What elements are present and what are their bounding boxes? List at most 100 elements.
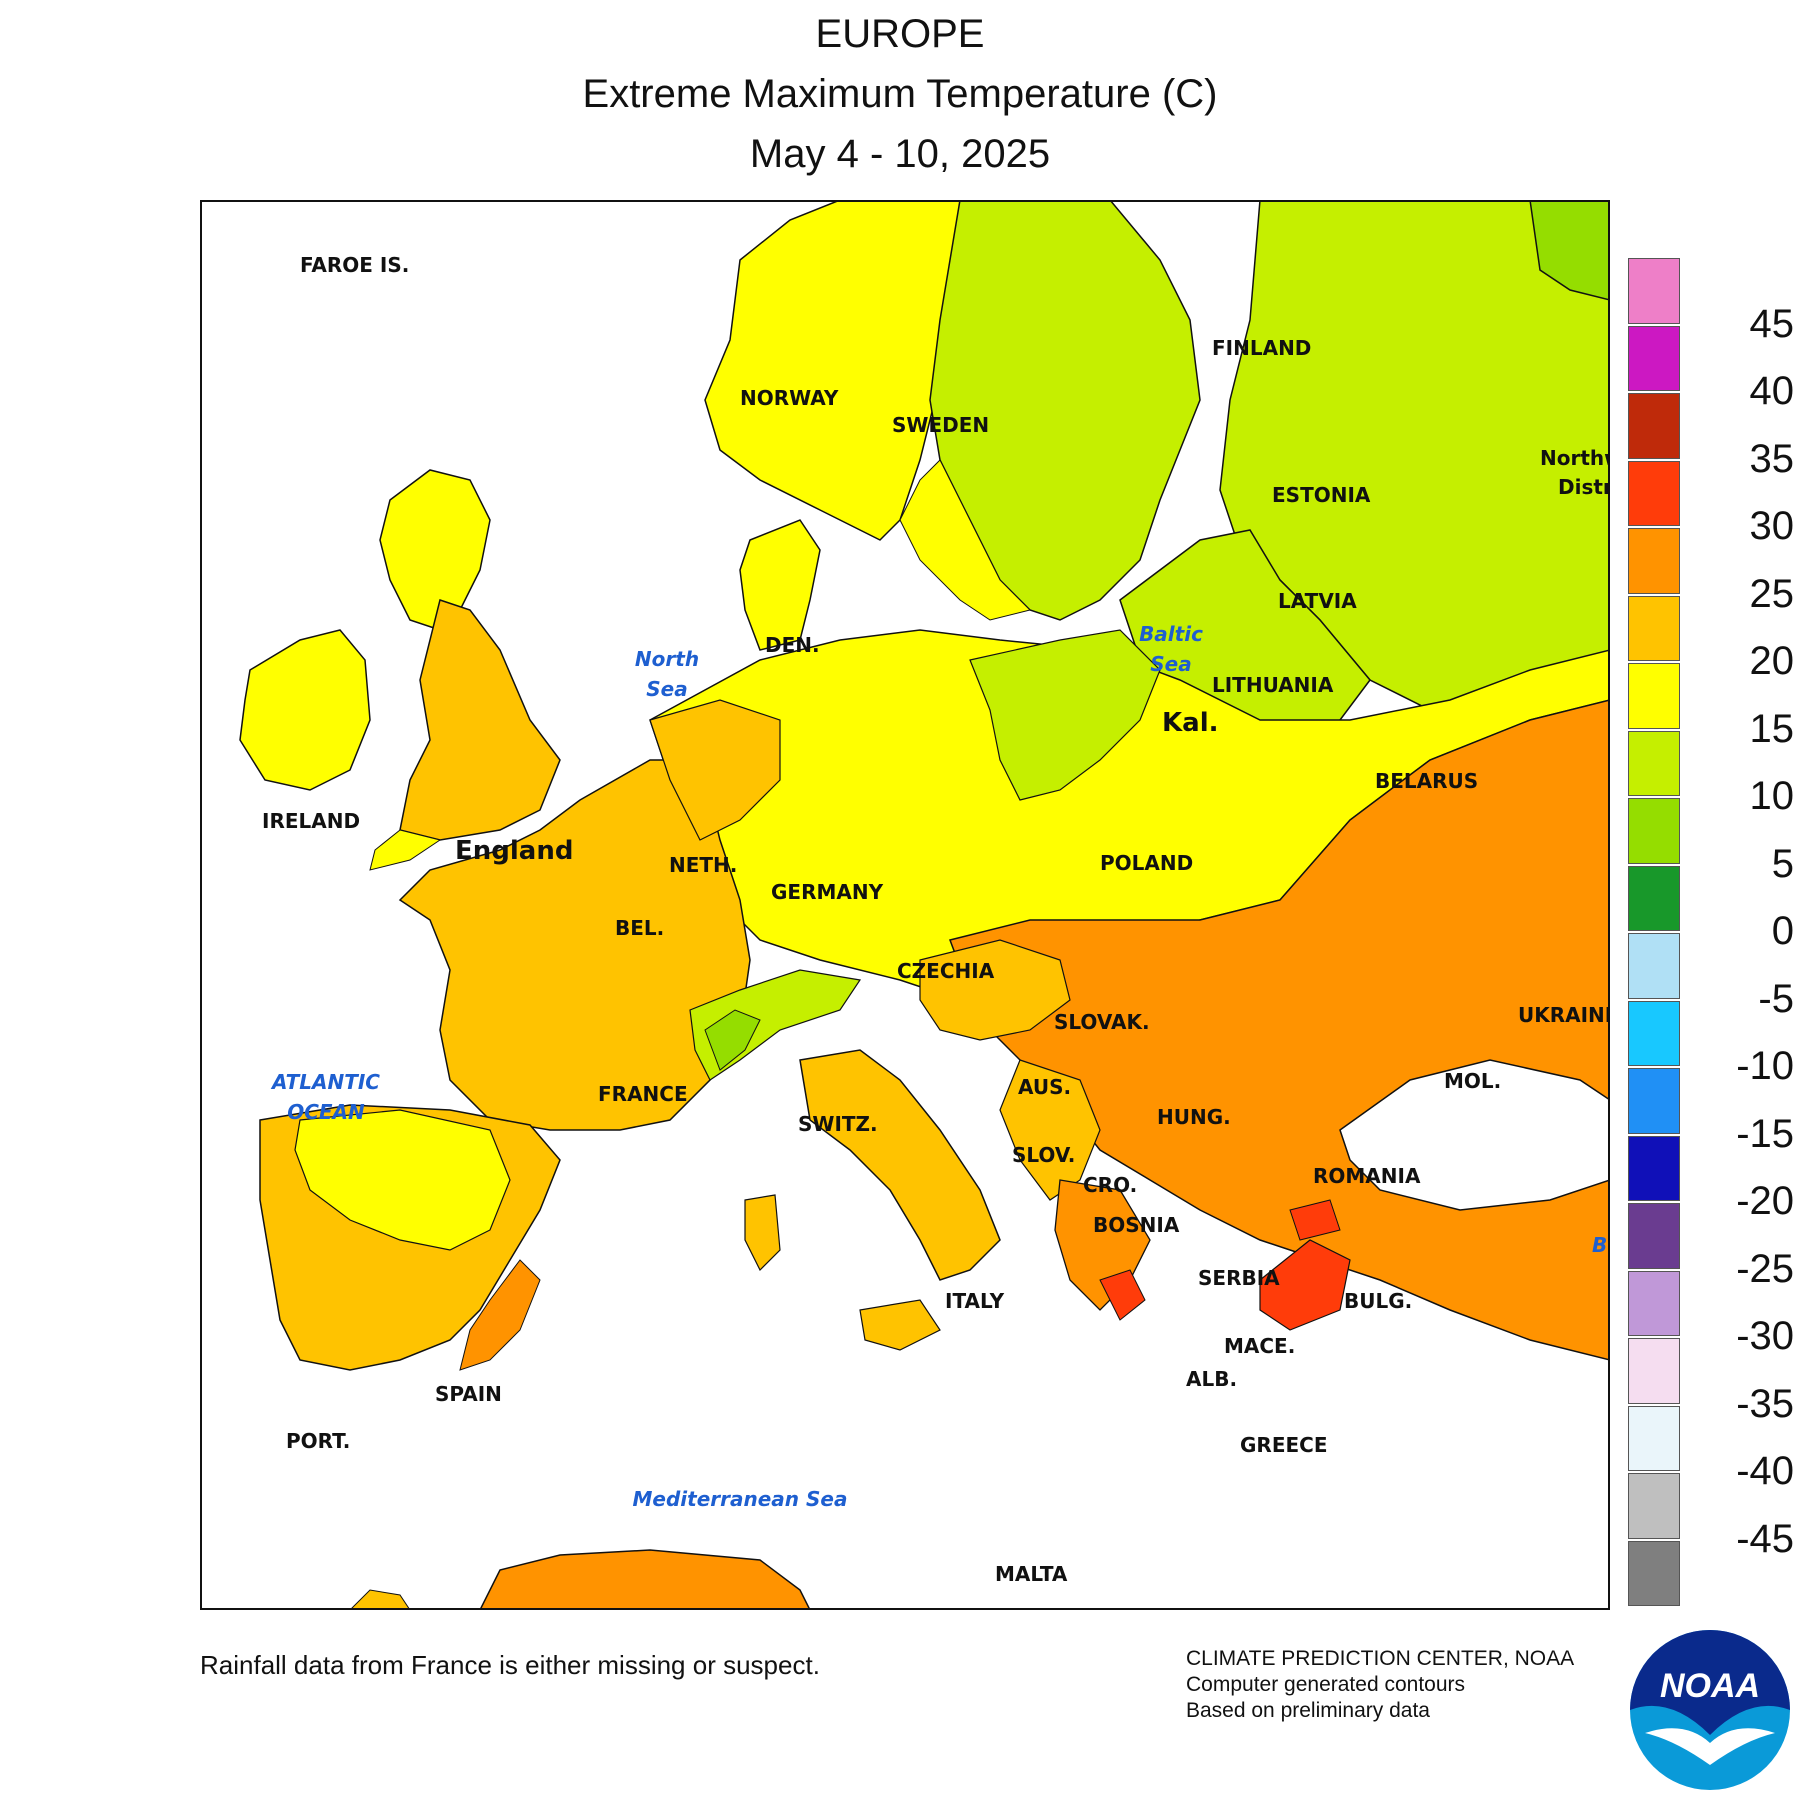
legend-tick-label: -20 [1736, 1179, 1794, 1223]
sea-baltic-1: Baltic [1139, 622, 1203, 646]
label-b: B [1592, 1233, 1607, 1257]
label-germany: GERMANY [771, 880, 884, 904]
legend-swatch [1628, 1270, 1680, 1336]
legend-swatch [1628, 865, 1680, 931]
region-turkey-hot-2 [1289, 1199, 1341, 1241]
legend-tick-label: 0 [1771, 909, 1794, 953]
legend-tick-label: -35 [1736, 1381, 1794, 1426]
label-finland: FINLAND [1212, 336, 1311, 360]
legend-swatch [1628, 798, 1680, 864]
legend-tick-label: -30 [1736, 1314, 1794, 1358]
legend-tick-label: 30 [1749, 504, 1795, 548]
legend-tick-label: -45 [1736, 1516, 1794, 1561]
region-greece-hot [1099, 1269, 1146, 1321]
label-france: FRANCE [598, 1082, 688, 1106]
label-alb: ALB. [1186, 1367, 1237, 1391]
black-sea [1339, 1059, 1610, 1211]
label-port: PORT. [286, 1429, 350, 1453]
legend-tick-label: -15 [1736, 1111, 1794, 1156]
region-nw-russia-green [1529, 200, 1610, 301]
label-cro: CRO. [1083, 1173, 1137, 1197]
footer-note: Rainfall data from France is either miss… [200, 1650, 820, 1680]
sea-north-1: North [635, 647, 699, 671]
legend-swatch [1628, 1068, 1680, 1134]
label-bulg: BULG. [1344, 1289, 1412, 1313]
region-turkey-hot [1259, 1239, 1351, 1331]
sea-baltic-2: Sea [1150, 652, 1191, 676]
region-south-sweden [899, 459, 1031, 621]
label-ireland: IRELAND [262, 809, 360, 833]
legend-swatch [1628, 1405, 1680, 1471]
legend-tick-label: -25 [1736, 1246, 1794, 1291]
label-romania: ROMANIA [1313, 1164, 1421, 1188]
label-serbia: SERBIA [1198, 1266, 1280, 1290]
label-hung: HUNG. [1157, 1105, 1231, 1129]
region-ireland [239, 629, 371, 791]
label-faroe: FAROE IS. [300, 253, 409, 277]
region-england [399, 599, 561, 841]
map-subtitle-period: May 4 - 10, 2025 [749, 132, 1051, 176]
label-malta: MALTA [995, 1562, 1068, 1586]
legend-tick-label: 40 [1749, 369, 1795, 413]
legend-swatch [1628, 460, 1680, 526]
region-sardinia [744, 1194, 781, 1272]
legend-swatch [1628, 1135, 1680, 1201]
legend-swatch [1628, 325, 1680, 391]
label-mol: MOL. [1444, 1069, 1501, 1093]
label-slov: SLOV. [1012, 1143, 1075, 1167]
label-northwest: Northw [1540, 446, 1610, 470]
label-belarus: BELARUS [1375, 769, 1478, 793]
legend-swatch [1628, 730, 1680, 796]
legend-swatch [1628, 663, 1680, 729]
label-slovak: SLOVAK. [1054, 1010, 1150, 1034]
legend-swatch [1628, 1338, 1680, 1404]
legend-tick-label: 45 [1749, 301, 1795, 346]
region-north-africa [479, 1549, 811, 1610]
label-ukraine: UKRAINE [1518, 1003, 1610, 1027]
label-switz: SWITZ. [798, 1112, 878, 1136]
footer-line2: Computer generated contours [1186, 1673, 1465, 1696]
label-england: England [455, 836, 573, 866]
label-greece: GREECE [1240, 1433, 1327, 1457]
label-neth: NETH. [669, 853, 737, 877]
region-france [398, 759, 751, 1131]
legend-swatch [1628, 933, 1680, 999]
legend-tick-label: 5 [1771, 841, 1794, 886]
region-benelux [649, 699, 781, 841]
label-mace: MACE. [1224, 1334, 1295, 1358]
label-norway: NORWAY [740, 386, 839, 410]
label-spain: SPAIN [435, 1382, 502, 1406]
legend-swatch [1628, 528, 1680, 594]
label-lithuania: LITHUANIA [1212, 673, 1334, 697]
label-sweden: SWEDEN [892, 413, 989, 437]
region-alps-core [704, 1009, 761, 1071]
region-denmark [739, 519, 821, 651]
noaa-logo-text: NOAA [1660, 1667, 1760, 1705]
legend-tick-label: 20 [1749, 639, 1795, 683]
footer-agency: CLIMATE PREDICTION CENTER, NOAA [1186, 1647, 1575, 1670]
footer-credits: CLIMATE PREDICTION CENTER, NOAA Computer… [1186, 1646, 1626, 1724]
legend-tick-label: 25 [1749, 571, 1795, 616]
legend-swatch [1628, 1540, 1680, 1606]
legend-swatch [1628, 595, 1680, 661]
temperature-map: FAROE IS. NORWAY SWEDEN FINLAND ESTONIA … [200, 200, 1610, 1610]
legend-tick-label: -10 [1736, 1044, 1794, 1088]
legend-swatch [1628, 258, 1680, 324]
region-sicily [859, 1299, 941, 1351]
label-kal: Kal. [1162, 708, 1218, 738]
legend-tick-label: 15 [1749, 706, 1795, 751]
noaa-logo: NOAA [1630, 1630, 1790, 1790]
map-subtitle-variable: Extreme Maximum Temperature (C) [582, 72, 1218, 116]
region-poland-green [969, 629, 1161, 801]
legend-tick-label: -40 [1736, 1449, 1794, 1493]
label-district: Distri [1558, 475, 1610, 499]
footer-line3: Based on preliminary data [1186, 1699, 1430, 1722]
region-cornwall [369, 829, 442, 871]
label-czechia: CZECHIA [897, 959, 995, 983]
sea-atlantic-1: ATLANTIC [270, 1070, 380, 1094]
map-title: EUROPE [815, 12, 985, 56]
label-latvia: LATVIA [1278, 589, 1357, 613]
region-spain-east-orange [459, 1259, 541, 1371]
label-bosnia: BOSNIA [1093, 1213, 1180, 1237]
region-hungary-croatia [919, 939, 1071, 1041]
